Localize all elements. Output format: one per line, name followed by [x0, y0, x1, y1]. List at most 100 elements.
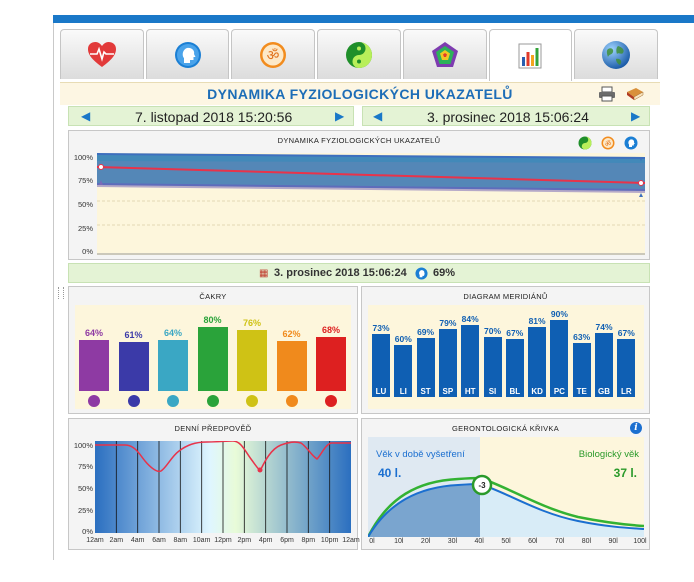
chakra-value-label: 64% — [163, 327, 182, 338]
chakra-bar — [237, 330, 267, 391]
exam-age-label: Věk v době vyšetření — [376, 449, 465, 460]
meridian-bar — [617, 339, 636, 397]
y-tick-label: 75% — [77, 176, 93, 185]
resize-handle[interactable] — [58, 287, 64, 299]
meridian-label: BL — [509, 387, 521, 396]
meridian-bar — [483, 336, 502, 397]
age-label: 10l — [394, 538, 404, 545]
meridian-label: LU — [375, 387, 387, 396]
yin-yang-icon[interactable] — [578, 136, 592, 150]
meridian-value-label: 79% — [439, 318, 457, 329]
age-label: 80l — [581, 538, 592, 545]
exam-age-value: 40 l. — [378, 466, 402, 480]
chakra-symbol-icon — [325, 395, 337, 407]
meridian-bar — [438, 329, 457, 397]
tab-bar: ॐ — [60, 29, 660, 81]
meridian-bar — [505, 339, 524, 397]
date-navigation: ◀ 7. listopad 2018 15:20:56 ▶ ◀ 3. prosi… — [68, 106, 650, 126]
book-icon[interactable] — [626, 86, 644, 102]
biological-age-label: Biologický věk — [578, 449, 639, 460]
daily-title: DENNÍ PŘEDPOVĚĎ — [174, 424, 252, 433]
meridian-label: TE — [576, 387, 587, 396]
chakras-panel: ČAKRY 64% 61% 64% 80% 76% 62% 68% — [68, 286, 358, 414]
meridian-value-label: 84% — [461, 313, 479, 324]
meridian-label: KD — [531, 387, 543, 396]
age-label: 20l — [420, 538, 431, 545]
y-tick-label: 100% — [73, 441, 93, 450]
arrow-left-icon[interactable]: ◀ — [81, 109, 91, 123]
tab-heart[interactable] — [60, 29, 144, 79]
age-label: 40l — [474, 538, 484, 545]
dynamics-panel: DYNAMIKA FYZIOLOGICKÝCH UKAZATELŮ ॐ 100%… — [68, 130, 650, 260]
calendar-icon: ▦ — [259, 268, 269, 279]
chakra-value-label: 61% — [124, 330, 143, 341]
dynamics-title: DYNAMIKA FYZIOLOGICKÝCH UKAZATELŮ — [277, 136, 441, 145]
chakra-bar — [316, 336, 346, 391]
pentagon-gem-icon — [431, 41, 458, 67]
time-label: 12am — [86, 537, 104, 544]
time-label: 6pm — [280, 537, 294, 544]
info-date: 3. prosinec 2018 15:06:24 — [274, 267, 407, 279]
daily-panel: DENNÍ PŘEDPOVĚĎ 100% 75% 50% 25% 0% 12am… — [68, 418, 360, 550]
tab-globe[interactable] — [574, 29, 659, 79]
meridians-title: DIAGRAM MERIDIÁNŮ — [463, 292, 548, 301]
age-label: 0l — [369, 538, 375, 545]
chakra-bar — [276, 341, 307, 391]
biological-age-value: 37 l. — [613, 466, 637, 480]
chakra-symbol-icon — [206, 395, 219, 407]
date-box-right: ◀ 3. prosinec 2018 15:06:24 ▶ — [362, 106, 650, 126]
tab-head[interactable] — [145, 29, 230, 79]
info-icon[interactable]: i — [630, 422, 642, 434]
svg-text:ॐ: ॐ — [267, 48, 280, 64]
y-tick-label: 100% — [73, 153, 93, 162]
chakra-bar — [79, 339, 109, 391]
chakra-value-label: 80% — [203, 315, 222, 325]
age-label: 50l — [501, 538, 511, 545]
chakra-symbol-icon — [167, 395, 179, 407]
om-icon[interactable]: ॐ — [601, 136, 615, 150]
gerontology-title: GERONTOLOGICKÁ KŘIVKA — [451, 424, 560, 433]
time-label: 6am — [152, 537, 166, 544]
head-icon[interactable] — [624, 136, 638, 150]
arrow-right-icon[interactable]: ▶ — [335, 109, 345, 123]
meridian-value-label: 74% — [595, 322, 613, 333]
meridian-value-label: 81% — [528, 316, 546, 327]
time-label: 12pm — [214, 537, 232, 544]
gerontology-panel: GERONTOLOGICKÁ KŘIVKA i -3 Věk v době vy… — [361, 418, 650, 550]
info-bar: ▦ 3. prosinec 2018 15:06:24 69% — [68, 263, 650, 283]
meridian-bar — [372, 334, 390, 397]
dynamics-plot — [97, 153, 645, 255]
printer-icon[interactable] — [598, 86, 616, 102]
y-tick-label: 75% — [77, 462, 93, 471]
gerontology-plot — [368, 437, 644, 537]
chakra-symbol-icon — [246, 395, 258, 407]
arrow-right-icon[interactable]: ▶ — [631, 109, 641, 123]
meridian-label: PC — [553, 387, 565, 396]
meridian-value-label: 60% — [394, 334, 412, 345]
info-value: 69% — [433, 267, 456, 279]
tab-gem[interactable] — [402, 29, 487, 79]
tab-dynamics[interactable] — [488, 29, 573, 81]
meridians-panel: DIAGRAM MERIDIÁNŮ 73% LU 60% LI 69% ST 79% SP 84… — [361, 286, 650, 414]
meridian-label: SI — [488, 387, 497, 396]
meridian-value-label: 67% — [506, 328, 524, 339]
arrow-left-icon[interactable]: ◀ — [373, 109, 383, 123]
time-label: 2am — [109, 537, 124, 544]
chakra-bar — [158, 339, 188, 391]
meridian-bar — [595, 333, 613, 397]
chakras-title: ČAKRY — [199, 292, 227, 301]
meridian-bar — [461, 324, 480, 397]
chakra-value-label: 76% — [242, 318, 261, 329]
tab-om[interactable]: ॐ — [231, 29, 316, 79]
chakra-bar — [118, 342, 149, 391]
chakra-value-label: 68% — [321, 324, 340, 335]
time-label: 2pm — [237, 537, 252, 544]
meridian-label: GB — [598, 387, 610, 396]
right-date: 3. prosinec 2018 15:06:24 — [427, 109, 589, 125]
age-label: 70l — [554, 538, 565, 545]
bar-chart-icon — [518, 43, 542, 68]
date-box-left: ◀ 7. listopad 2018 15:20:56 ▶ — [68, 106, 354, 126]
chakra-symbol-icon — [127, 395, 140, 407]
title-bar: DYNAMIKA FYZIOLOGICKÝCH UKAZATELŮ — [60, 82, 660, 105]
tab-yinyang[interactable] — [317, 29, 401, 79]
